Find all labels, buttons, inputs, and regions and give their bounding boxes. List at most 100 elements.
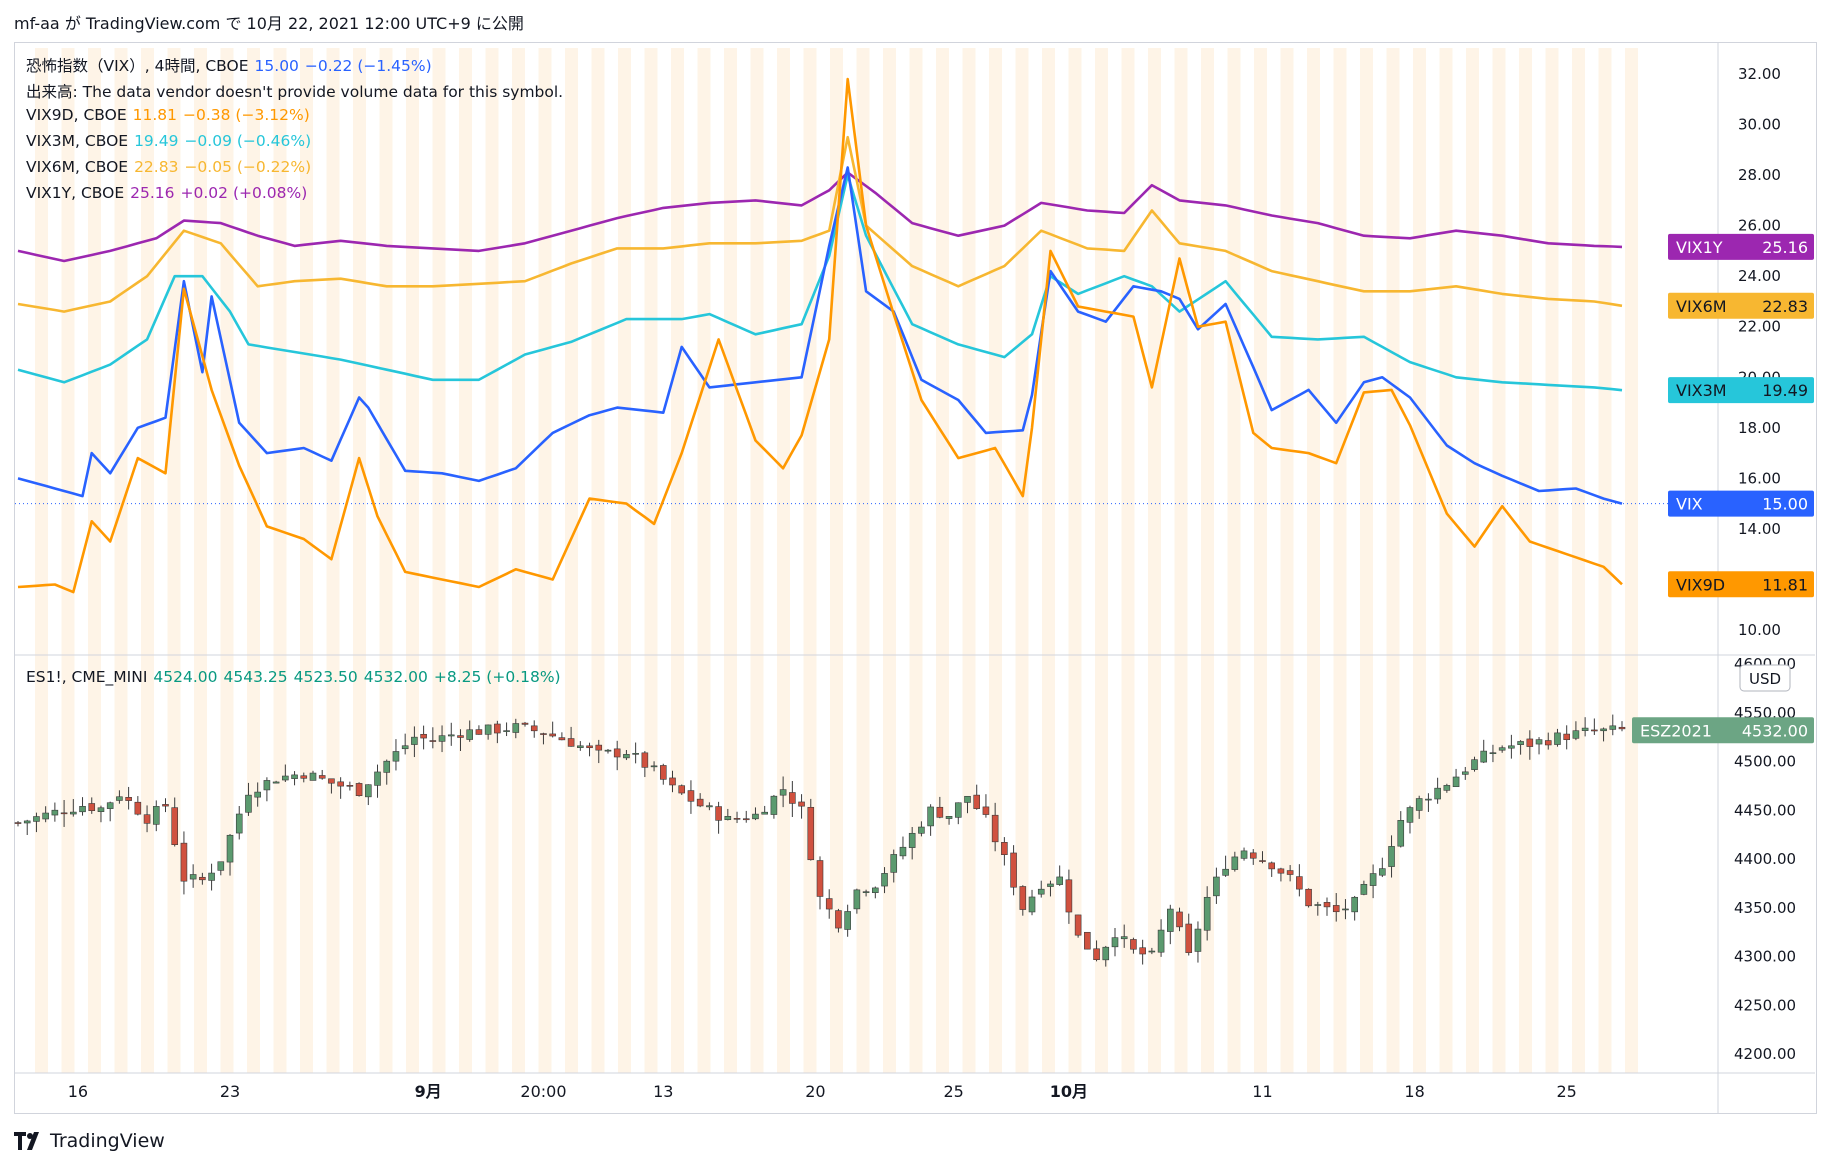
price-tag-vix: VIX 15.00 — [1668, 490, 1814, 517]
session-band — [1572, 48, 1585, 1073]
candle-body — [1111, 937, 1119, 948]
candle-body — [318, 775, 326, 779]
candle-body — [106, 802, 114, 809]
session-band — [565, 48, 578, 1073]
price-tag-value: 19.49 — [1762, 381, 1808, 400]
session-band — [326, 48, 340, 1073]
candle-body — [1600, 728, 1607, 732]
session-band — [909, 48, 923, 1073]
candle-body — [401, 745, 409, 750]
candle-body — [521, 722, 529, 725]
candle-body — [1369, 873, 1377, 886]
candle-body — [1434, 787, 1441, 800]
candle-body — [1305, 888, 1312, 907]
candle-body — [1425, 798, 1432, 801]
price-tag-label: VIX1Y — [1676, 238, 1723, 257]
candle-body — [613, 748, 621, 758]
legend-es: ES1!, CME_MINI 4524.00 4543.25 4523.50 4532.… — [26, 668, 567, 686]
tradingview-logo-icon — [14, 1132, 44, 1150]
candle-body — [116, 796, 123, 801]
legend-vix6m-change: −0.05 (−0.22%) — [184, 158, 312, 176]
candle-body — [991, 814, 999, 843]
candle-body — [263, 780, 271, 791]
legend-es-name: ES1!, CME_MINI — [26, 668, 148, 686]
candle-body — [1268, 862, 1275, 870]
candle-body — [1342, 908, 1349, 911]
candle-body — [1249, 852, 1257, 859]
session-band — [1254, 48, 1267, 1073]
candle-body — [1167, 908, 1174, 932]
price-tag-label: VIX3M — [1676, 381, 1727, 400]
price-tag-vix9d: VIX9D 11.81 — [1668, 571, 1814, 598]
legend-vix3m-change: −0.09 (−0.46%) — [184, 132, 312, 150]
series-line-vix — [17, 166, 1623, 505]
vix-axis-tick-28.00: 28.00 — [1738, 166, 1781, 184]
es-axis-tick-4400.00: 4400.00 — [1734, 850, 1796, 868]
price-tag-value: 15.00 — [1762, 495, 1808, 514]
candle-body — [420, 733, 427, 739]
candle-body — [706, 805, 713, 808]
session-band — [1492, 48, 1506, 1073]
session-band — [114, 48, 128, 1073]
price-tag-value: 22.83 — [1762, 297, 1808, 316]
candle-body — [134, 801, 142, 815]
tradingview-footer[interactable]: TradingView — [14, 1128, 165, 1154]
currency-label: USD — [1749, 670, 1781, 688]
time-tick-16: 16 — [68, 1082, 88, 1101]
legend-es-open: 4524.00 — [153, 668, 218, 686]
candle-body — [844, 911, 851, 930]
candle-body — [494, 723, 501, 734]
legend-vix3m-name: VIX3M, CBOE — [26, 132, 129, 150]
candle-body — [761, 811, 768, 815]
candle-body — [1139, 947, 1146, 955]
candle-body — [1581, 727, 1589, 731]
candle-body — [1286, 870, 1294, 875]
candle-body — [1471, 759, 1478, 770]
series-line-vix1y — [17, 171, 1623, 263]
candle-body — [1056, 876, 1063, 885]
es-axis-tick-4550.00: 4550.00 — [1734, 704, 1796, 722]
candle-body — [1609, 725, 1617, 730]
session-band — [1333, 48, 1347, 1073]
candle-body — [14, 822, 22, 824]
candle-body — [438, 735, 446, 742]
candle-body — [586, 745, 593, 749]
candle-body — [881, 873, 888, 887]
legend-vix3m: VIX3M, CBOE 19.49 −0.09 (−0.46%) — [26, 132, 317, 150]
candle-body — [162, 804, 169, 807]
candle-body — [245, 794, 252, 813]
candle-body — [540, 733, 547, 735]
candle-body — [973, 794, 981, 809]
session-band — [883, 48, 896, 1073]
candle-body — [152, 806, 160, 825]
candle-body — [724, 816, 732, 821]
series-line-vix3m — [17, 173, 1623, 392]
candle-body — [1498, 747, 1506, 751]
session-band — [644, 48, 658, 1073]
candle-body — [512, 723, 520, 733]
session-band — [353, 48, 366, 1073]
candle-body — [1194, 928, 1202, 952]
candle-body — [927, 806, 934, 827]
candle-body — [1130, 939, 1137, 950]
time-tick-18: 18 — [1404, 1082, 1424, 1101]
legend-vix9d-name: VIX9D, CBOE — [26, 106, 127, 124]
candle-body — [789, 792, 796, 804]
legend-vix1y-value: 25.16 — [130, 184, 175, 202]
legend-main-change: −0.22 (−1.45%) — [304, 57, 432, 75]
session-band — [697, 48, 711, 1073]
price-tag-label: VIX — [1676, 495, 1703, 514]
session-band — [1227, 48, 1241, 1073]
candle-body — [447, 734, 455, 737]
price-tag-label: VIX6M — [1676, 297, 1727, 316]
es-axis-tick-4350.00: 4350.00 — [1734, 899, 1796, 917]
candle-body — [1010, 852, 1017, 888]
legend-main-value: 15.00 — [254, 57, 299, 75]
candle-body — [1563, 733, 1570, 741]
candle-body — [623, 754, 630, 759]
candle-body — [1508, 745, 1515, 749]
candle-body — [1535, 739, 1543, 745]
candle-body — [1065, 879, 1073, 913]
session-band — [1307, 48, 1320, 1073]
